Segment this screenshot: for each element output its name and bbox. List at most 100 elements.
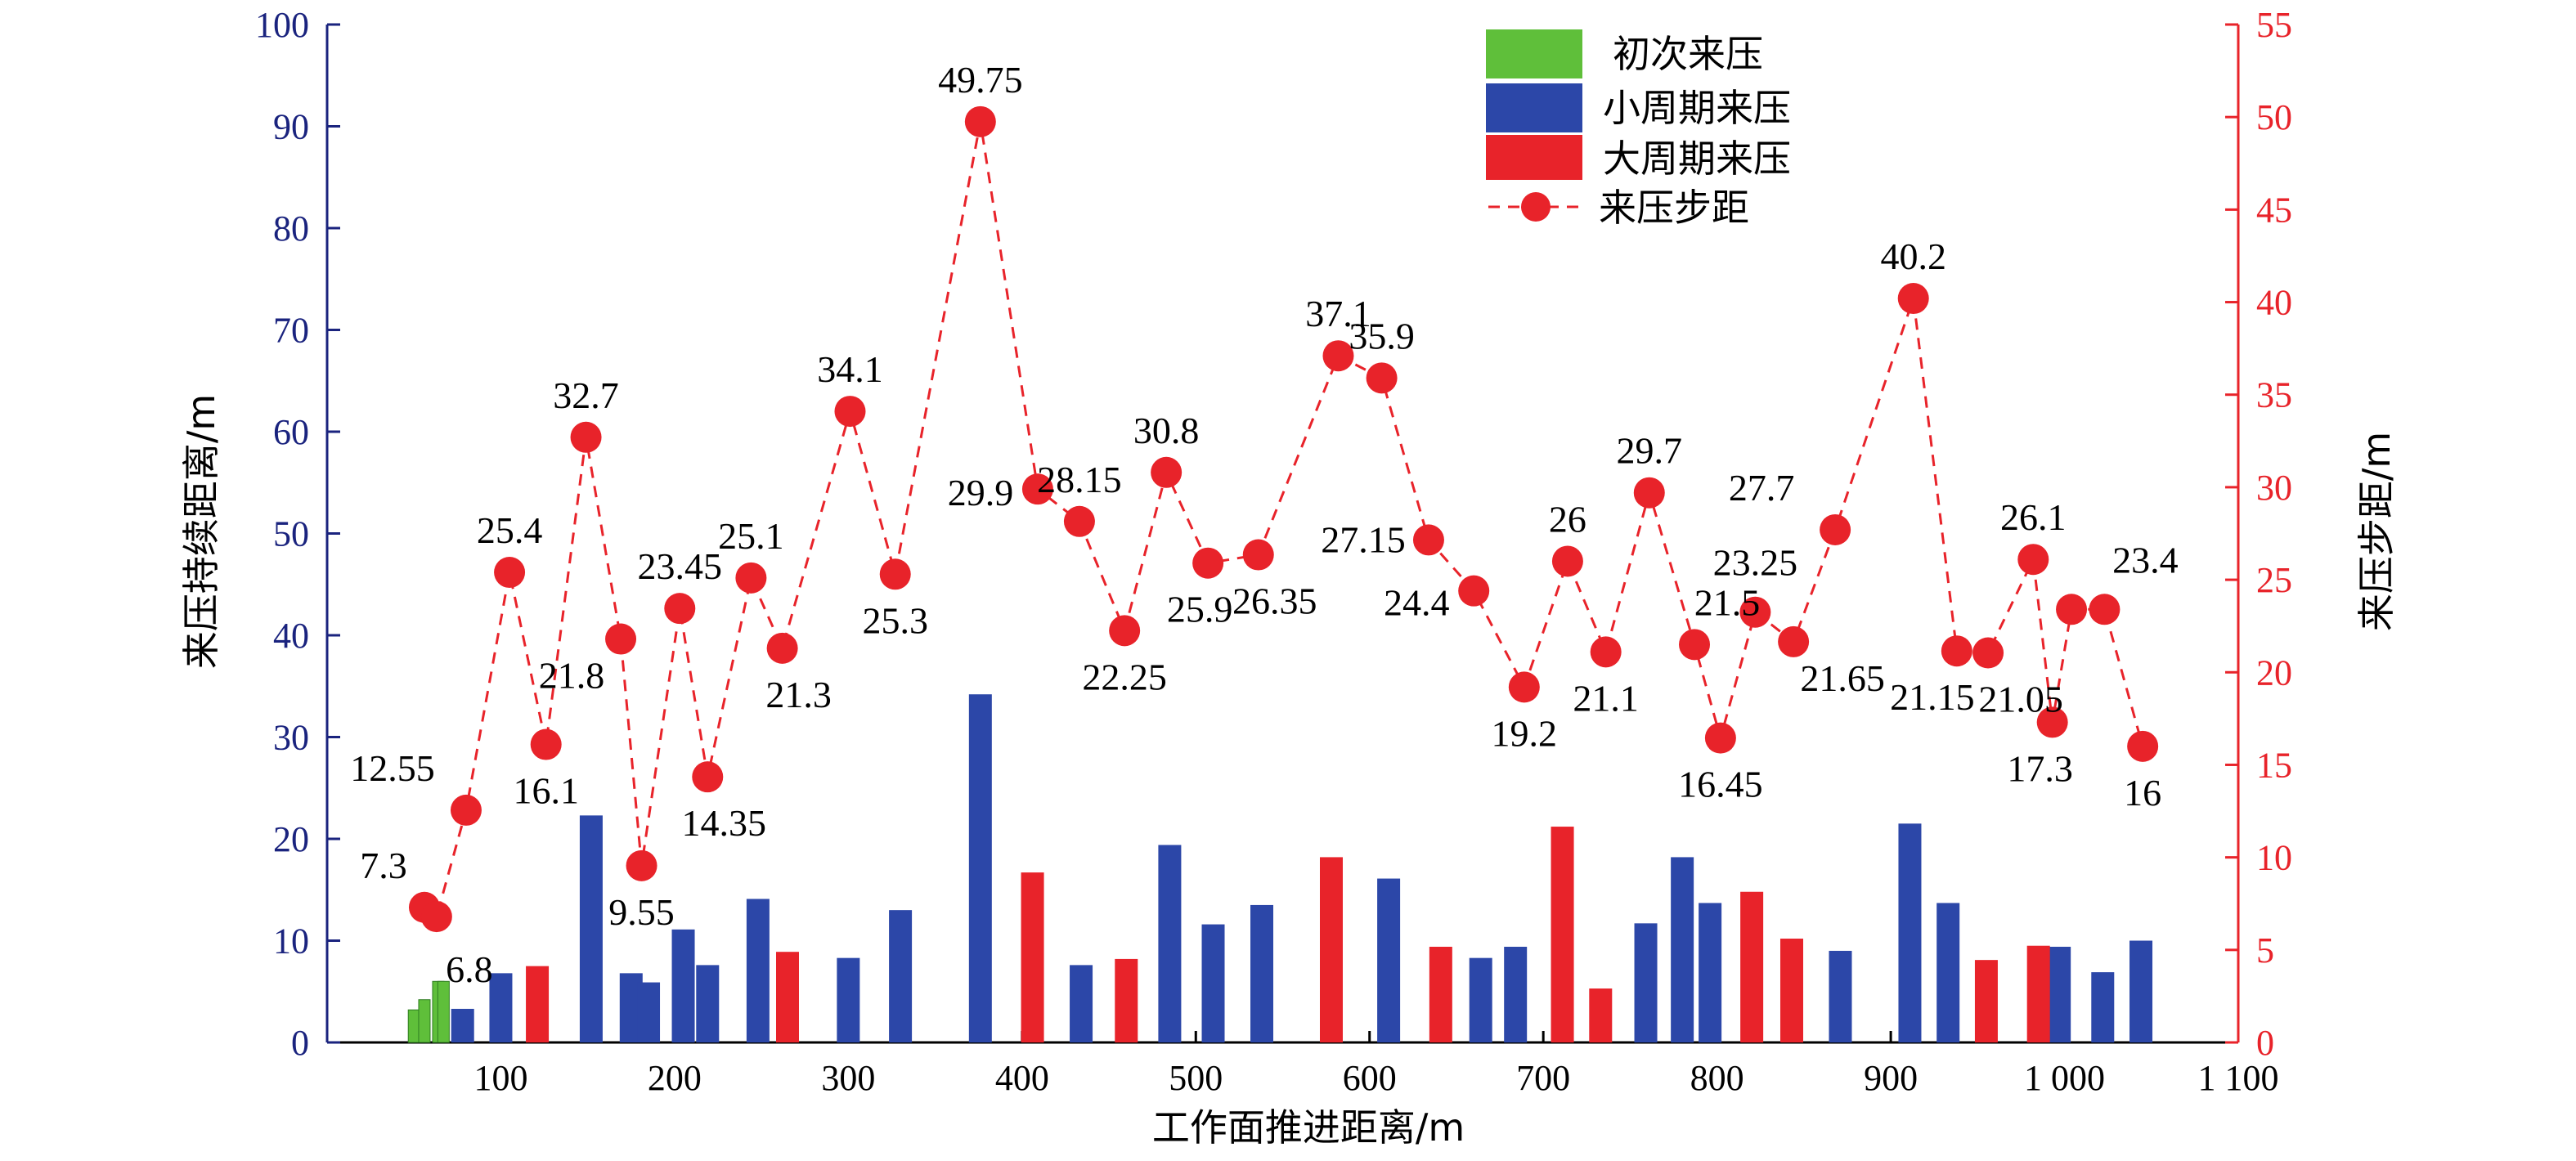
y-left-tick-label: 70	[273, 311, 309, 351]
bars-layer	[407, 694, 2153, 1043]
step-data-label: 28.15	[1037, 459, 1122, 500]
step-point	[1151, 456, 1183, 488]
step-point	[964, 105, 996, 137]
bar	[1671, 857, 1694, 1042]
x-tick-label: 1 000	[2024, 1058, 2105, 1098]
bar	[1021, 872, 1044, 1042]
step-point	[626, 849, 657, 881]
legend-swatch-initial	[1486, 29, 1582, 78]
step-data-label: 6.8	[446, 948, 493, 990]
bar	[637, 982, 661, 1042]
y-right-tick-label: 30	[2256, 468, 2292, 508]
step-data-label: 29.7	[1617, 430, 1683, 472]
step-data-label: 23.4	[2112, 539, 2179, 580]
bar	[1250, 904, 1274, 1042]
step-point	[1242, 539, 1274, 571]
step-data-label: 21.65	[1800, 657, 1885, 699]
step-data-label: 21.5	[1694, 581, 1761, 623]
step-data-label: 27.7	[1729, 467, 1795, 509]
step-data-label: 30.8	[1133, 410, 1200, 451]
step-data-label: 26	[1549, 498, 1586, 540]
step-data-label: 16.45	[1678, 764, 1763, 805]
y-right-tick-label: 40	[2256, 283, 2292, 323]
step-point	[1941, 635, 1972, 667]
y-left-tick-label: 30	[273, 718, 309, 758]
bar	[526, 966, 550, 1042]
bar	[2129, 940, 2153, 1042]
step-point	[1021, 473, 1053, 505]
step-data-label: 49.75	[938, 59, 1023, 101]
y-right-tick-label: 20	[2256, 652, 2292, 693]
step-data-label: 12.55	[350, 747, 435, 789]
step-data-label: 37.1	[1305, 293, 1371, 334]
y-right-tick-label: 10	[2256, 838, 2292, 878]
bar	[1377, 878, 1401, 1042]
step-point	[450, 794, 482, 826]
step-point	[1633, 477, 1665, 509]
y-left-tick-label: 90	[273, 107, 309, 147]
step-point	[1109, 615, 1141, 647]
bar	[1504, 946, 1528, 1042]
step-point	[2089, 594, 2120, 625]
step-line-layer	[408, 105, 2159, 933]
bar	[407, 1009, 420, 1043]
bar	[1898, 823, 1922, 1042]
step-point	[692, 761, 724, 793]
step-point	[2017, 544, 2049, 576]
step-data-label: 16.1	[513, 770, 579, 812]
bar	[1740, 891, 1764, 1042]
bar	[968, 694, 992, 1042]
y-left-axis-title: 来压持续距离/m	[179, 394, 223, 669]
step-data-label: 23.45	[638, 545, 723, 587]
bar	[1469, 957, 1492, 1042]
bar	[776, 952, 800, 1042]
bar	[2048, 946, 2071, 1042]
x-axis-title: 工作面推进距离/m	[1152, 1105, 1465, 1150]
y-left-tick-label: 20	[273, 819, 309, 859]
step-line	[424, 121, 2144, 919]
x-tick-label: 200	[648, 1058, 702, 1098]
y-left-tick-label: 100	[255, 5, 309, 45]
step-point	[420, 901, 452, 933]
y-right-tick-label: 45	[2256, 190, 2292, 230]
bar	[437, 980, 450, 1043]
step-point	[1778, 625, 1810, 657]
step-data-label: 21.1	[1573, 677, 1639, 719]
step-data-label: 24.4	[1384, 582, 1450, 624]
bar	[671, 929, 695, 1042]
y-right-tick-label: 5	[2256, 930, 2274, 970]
step-data-label: 40.2	[1880, 235, 1946, 277]
x-tick-label: 400	[995, 1058, 1049, 1098]
legend-label-initial: 初次来压	[1613, 32, 1763, 76]
step-data-label: 26.35	[1232, 580, 1317, 622]
step-data-label: 29.9	[948, 472, 1014, 513]
y-left-tick-label: 80	[273, 208, 309, 249]
step-point	[530, 728, 562, 760]
step-point	[494, 557, 526, 589]
y-right-tick-label: 55	[2256, 5, 2292, 45]
bar	[1974, 960, 1998, 1042]
x-tick-label: 800	[1690, 1058, 1744, 1098]
y-right-axis-title: 来压步距/m	[2354, 432, 2399, 631]
step-point	[1679, 629, 1711, 661]
x-tick-label: 600	[1343, 1058, 1397, 1098]
step-data-label: 25.1	[718, 515, 784, 557]
bar	[451, 1008, 474, 1042]
bar	[746, 899, 770, 1042]
step-point	[1972, 637, 2004, 669]
bar	[418, 999, 431, 1043]
y-left-tick-label: 60	[273, 412, 309, 452]
step-data-label: 25.9	[1167, 589, 1233, 630]
bar	[696, 965, 720, 1042]
x-tick-label: 500	[1169, 1058, 1223, 1098]
bar	[889, 910, 913, 1042]
axes-layer: 0 10 20 30 40 50 60 70 80 90 100 0 5 10 15 20 25 30 35 40 45…	[255, 5, 2292, 1098]
bar	[1429, 946, 1452, 1042]
step-point	[834, 396, 866, 428]
step-point	[570, 421, 602, 453]
step-point	[1897, 283, 1929, 315]
step-data-label: 21.8	[539, 655, 605, 697]
bar	[489, 973, 513, 1042]
step-data-label: 34.1	[817, 348, 883, 390]
